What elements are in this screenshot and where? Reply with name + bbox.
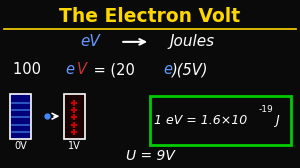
Text: U = 9V: U = 9V <box>126 149 174 163</box>
Text: )(5V): )(5V) <box>172 62 209 77</box>
Text: The Electron Volt: The Electron Volt <box>59 7 241 26</box>
Bar <box>10 94 31 139</box>
Text: J: J <box>275 114 279 127</box>
Text: 0V: 0V <box>14 141 27 151</box>
Text: -19: -19 <box>259 105 273 114</box>
Bar <box>64 94 85 139</box>
Text: = (20: = (20 <box>89 62 135 77</box>
Text: V: V <box>77 62 87 77</box>
Text: 1V: 1V <box>68 141 81 151</box>
Text: Joules: Joules <box>169 34 214 49</box>
Text: e: e <box>164 62 172 77</box>
Text: e: e <box>65 62 74 77</box>
Text: 100: 100 <box>13 62 46 77</box>
Bar <box>150 96 291 145</box>
Text: eV: eV <box>81 34 100 49</box>
Text: 1 eV = 1.6×10: 1 eV = 1.6×10 <box>154 114 248 127</box>
